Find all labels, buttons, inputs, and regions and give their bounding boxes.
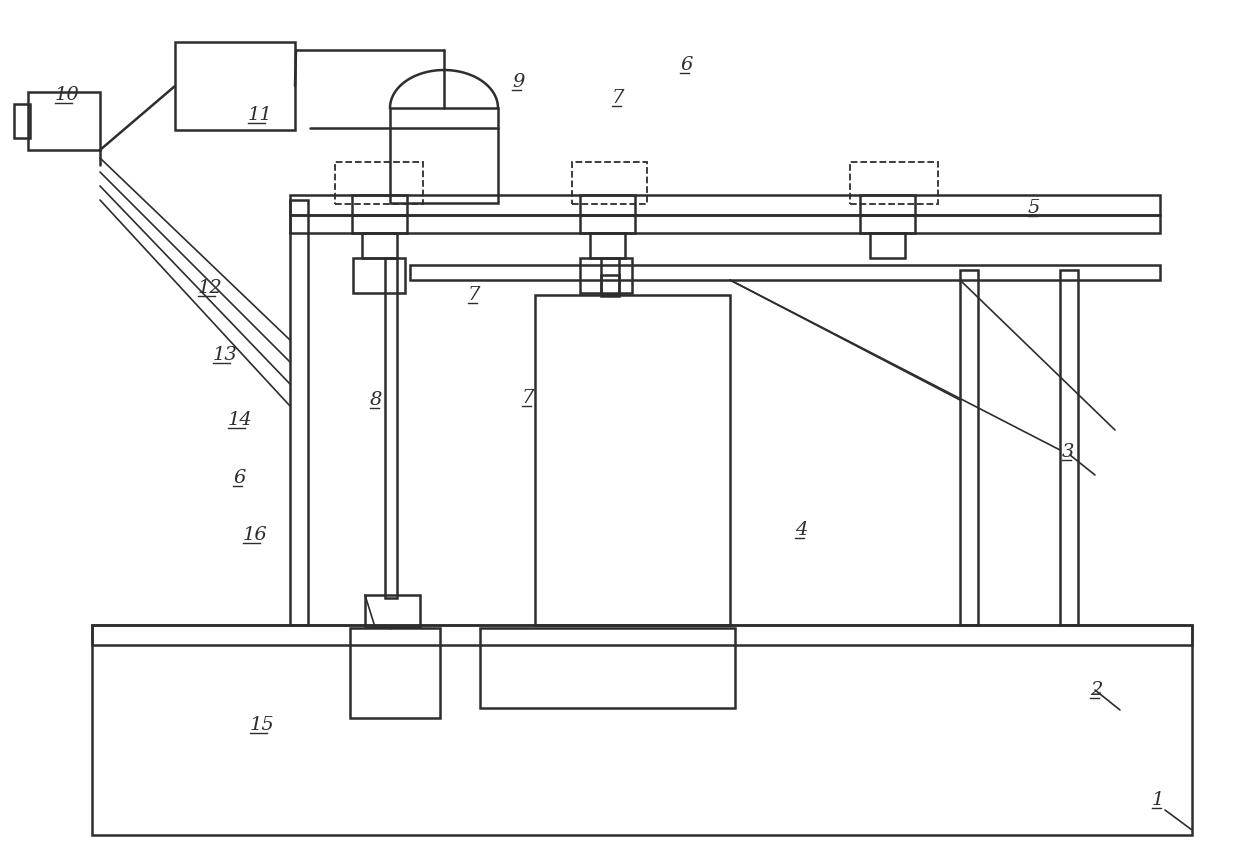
- Text: 7: 7: [613, 89, 625, 107]
- Bar: [362, 233, 397, 258]
- Bar: [352, 215, 407, 233]
- Text: 5: 5: [1028, 199, 1040, 217]
- Bar: [580, 215, 635, 233]
- Bar: [580, 258, 632, 293]
- Bar: [290, 215, 1159, 233]
- Text: 7: 7: [467, 286, 480, 304]
- Text: 7: 7: [522, 389, 534, 407]
- Text: 16: 16: [243, 526, 268, 544]
- Bar: [861, 215, 915, 233]
- Bar: [290, 195, 1159, 215]
- Text: 13: 13: [213, 346, 238, 364]
- Text: 4: 4: [795, 521, 807, 539]
- Bar: [335, 162, 423, 204]
- Bar: [534, 295, 730, 625]
- Text: 11: 11: [248, 106, 273, 124]
- Bar: [92, 625, 1192, 645]
- Bar: [365, 595, 420, 627]
- Bar: [290, 200, 308, 625]
- Bar: [480, 628, 735, 708]
- Text: 2: 2: [1090, 681, 1102, 699]
- Bar: [861, 195, 915, 215]
- Bar: [352, 195, 407, 215]
- Bar: [960, 270, 978, 625]
- Text: 6: 6: [680, 56, 692, 74]
- Bar: [849, 162, 937, 204]
- Text: 14: 14: [228, 411, 253, 429]
- Text: 1: 1: [1152, 791, 1164, 809]
- Bar: [870, 233, 905, 258]
- Text: 3: 3: [1061, 443, 1074, 461]
- Bar: [14, 104, 30, 138]
- Text: 6: 6: [233, 469, 246, 487]
- Text: 15: 15: [250, 716, 275, 734]
- Text: 12: 12: [198, 279, 223, 297]
- Text: 8: 8: [370, 391, 382, 409]
- Text: 10: 10: [55, 86, 79, 104]
- Bar: [601, 275, 619, 295]
- Bar: [590, 233, 625, 258]
- Bar: [391, 108, 498, 203]
- Bar: [580, 195, 635, 215]
- Bar: [175, 42, 295, 130]
- Bar: [410, 265, 1159, 280]
- Bar: [601, 258, 619, 296]
- Text: 9: 9: [512, 73, 525, 91]
- Bar: [350, 628, 440, 718]
- Bar: [1060, 270, 1078, 625]
- Bar: [29, 92, 100, 150]
- Bar: [353, 258, 405, 293]
- Bar: [92, 625, 1192, 835]
- Bar: [384, 258, 397, 598]
- Bar: [572, 162, 647, 204]
